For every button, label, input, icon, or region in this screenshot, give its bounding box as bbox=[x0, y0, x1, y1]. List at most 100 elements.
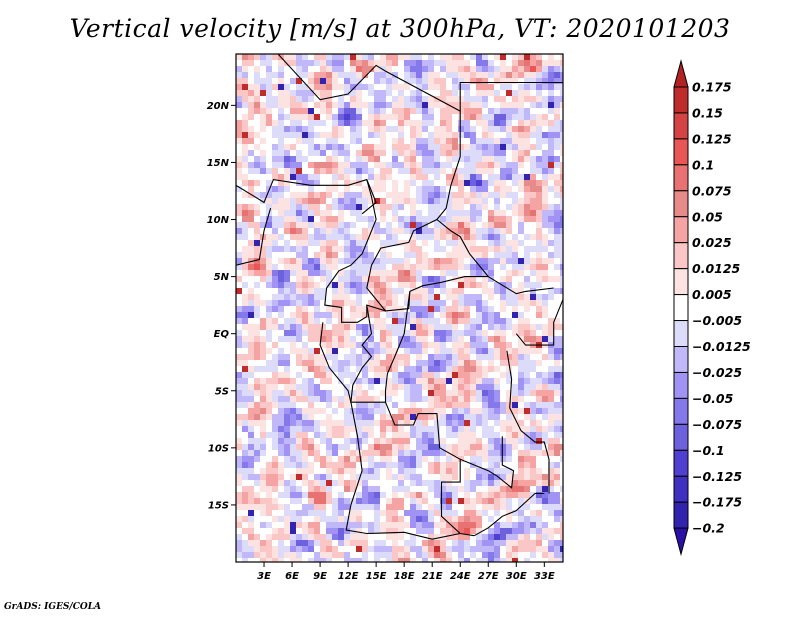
field-cell bbox=[422, 396, 428, 402]
field-cell bbox=[542, 222, 548, 228]
field-cell bbox=[242, 402, 248, 408]
field-cell bbox=[296, 492, 302, 498]
field-cell bbox=[332, 252, 338, 258]
field-cell bbox=[362, 108, 368, 114]
field-cell bbox=[410, 378, 416, 384]
field-cell bbox=[548, 270, 554, 276]
field-cell bbox=[254, 408, 260, 414]
field-cell bbox=[506, 234, 512, 240]
field-cell bbox=[488, 372, 494, 378]
field-cell bbox=[308, 246, 314, 252]
field-cell bbox=[326, 528, 332, 534]
field-cell bbox=[470, 552, 476, 558]
field-cell bbox=[308, 480, 314, 486]
field-cell bbox=[476, 90, 482, 96]
field-cell bbox=[440, 546, 446, 552]
field-cell bbox=[398, 276, 404, 282]
field-cell bbox=[452, 84, 458, 90]
field-cell bbox=[302, 288, 308, 294]
field-cell bbox=[386, 162, 392, 168]
field-cell bbox=[404, 216, 410, 222]
field-cell bbox=[476, 114, 482, 120]
field-cell bbox=[362, 468, 368, 474]
field-cell bbox=[512, 528, 518, 534]
field-cell bbox=[548, 444, 554, 450]
field-cell bbox=[482, 384, 488, 390]
field-cell bbox=[524, 228, 530, 234]
field-cell bbox=[284, 300, 290, 306]
field-cell bbox=[542, 546, 548, 552]
field-cell bbox=[362, 378, 368, 384]
field-cell bbox=[266, 192, 272, 198]
field-cell bbox=[536, 504, 542, 510]
field-cell bbox=[458, 114, 464, 120]
field-cell bbox=[416, 354, 422, 360]
field-cell bbox=[560, 492, 563, 498]
field-cell bbox=[374, 162, 380, 168]
colorbar-box bbox=[673, 346, 689, 373]
field-cell bbox=[284, 132, 290, 138]
field-cell bbox=[242, 102, 248, 108]
field-cell bbox=[290, 432, 296, 438]
field-cell bbox=[386, 96, 392, 102]
field-cell bbox=[554, 444, 560, 450]
field-cell bbox=[248, 78, 254, 84]
field-cell bbox=[248, 66, 254, 72]
field-cell bbox=[308, 378, 314, 384]
field-cell bbox=[380, 228, 386, 234]
field-cell bbox=[326, 120, 332, 126]
field-cell bbox=[548, 276, 554, 282]
field-cell bbox=[320, 444, 326, 450]
field-cell bbox=[368, 336, 374, 342]
field-cell bbox=[278, 210, 284, 216]
field-cell bbox=[404, 78, 410, 84]
field-cell bbox=[236, 552, 242, 558]
colorbar-bottom-triangle bbox=[673, 527, 689, 557]
field-cell bbox=[248, 324, 254, 330]
field-cell bbox=[548, 462, 554, 468]
field-cell bbox=[512, 426, 518, 432]
field-cell bbox=[380, 174, 386, 180]
field-cell bbox=[476, 162, 482, 168]
field-cell bbox=[242, 276, 248, 282]
field-cell bbox=[452, 138, 458, 144]
field-cell bbox=[518, 270, 524, 276]
field-cell bbox=[548, 60, 554, 66]
field-cell bbox=[476, 402, 482, 408]
field-cell bbox=[488, 210, 494, 216]
field-cell bbox=[506, 150, 512, 156]
field-cell bbox=[338, 222, 344, 228]
field-cell bbox=[470, 426, 476, 432]
field-cell bbox=[482, 426, 488, 432]
field-cell bbox=[530, 72, 536, 78]
field-cell bbox=[542, 210, 548, 216]
field-cell bbox=[434, 354, 440, 360]
field-cell bbox=[530, 456, 536, 462]
field-cell bbox=[236, 468, 242, 474]
field-cell bbox=[314, 120, 320, 126]
field-cell bbox=[338, 492, 344, 498]
field-cell bbox=[518, 396, 524, 402]
field-cell bbox=[494, 408, 500, 414]
field-cell bbox=[308, 270, 314, 276]
field-cell bbox=[464, 366, 470, 372]
field-cell bbox=[464, 360, 470, 366]
field-cell bbox=[524, 162, 530, 168]
field-cell bbox=[350, 456, 356, 462]
field-cell bbox=[548, 498, 554, 504]
field-cell bbox=[500, 216, 506, 222]
field-cell bbox=[422, 492, 428, 498]
field-cell bbox=[464, 216, 470, 222]
field-cell bbox=[302, 546, 308, 552]
field-cell bbox=[434, 378, 440, 384]
field-cell bbox=[356, 456, 362, 462]
field-cell bbox=[446, 540, 452, 546]
field-cell bbox=[326, 510, 332, 516]
field-cell bbox=[362, 366, 368, 372]
field-cell bbox=[326, 144, 332, 150]
field-cell bbox=[464, 210, 470, 216]
field-cell bbox=[260, 378, 266, 384]
field-cell bbox=[428, 126, 434, 132]
field-cell bbox=[320, 546, 326, 552]
field-cell bbox=[500, 240, 506, 246]
